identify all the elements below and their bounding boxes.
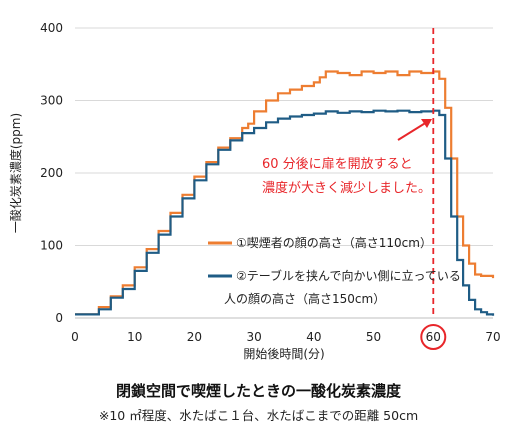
caption-title: 閉鎖空間で喫煙したときの一酸化炭素濃度 <box>115 382 401 400</box>
x-tick-label: 40 <box>306 330 321 344</box>
x-tick-label: 0 <box>71 330 79 344</box>
series-lines <box>75 70 495 316</box>
axes: 0 100 200 300 400 0 10 20 30 40 50 60 70 開始後時間(分) 一酸化炭… <box>8 21 501 361</box>
legend: ①喫煙者の顔の高さ（高さ110cm） ②テーブルを挟んで向かい側に立っている人の顔… <box>208 235 461 306</box>
x-tick-label: 10 <box>127 330 142 344</box>
annotation-line-1: 60 分後に扉を開放すると <box>262 156 413 172</box>
y-axis-title: 一酸化炭素濃度(ppm) <box>8 113 23 233</box>
tick-60-circle <box>420 324 447 350</box>
y-tick-label: 300 <box>40 94 63 108</box>
y-tick-label: 0 <box>55 311 63 325</box>
caption-subtitle: ※10 ㎡程度、水たばこ１台、水たばこまでの距離 50cm <box>98 408 419 423</box>
legend-label-2: ②テーブルを挟んで向かい側に立っている <box>236 268 461 283</box>
x-tick-label: 30 <box>247 330 262 344</box>
y-tick-label: 100 <box>40 239 63 253</box>
x-tick-label: 20 <box>187 330 202 344</box>
annotation-arrow-shaft <box>397 121 428 141</box>
y-tick-label: 200 <box>40 166 63 180</box>
series-line-2 <box>75 109 495 316</box>
annotation-arrow-head <box>421 119 432 128</box>
legend-label-2-line2: 人の顔の高さ（高さ150cm） <box>224 291 385 306</box>
x-tick-label: 50 <box>366 330 381 344</box>
x-tick-label: 60 <box>426 330 441 344</box>
y-tick-label: 400 <box>40 21 63 35</box>
x-tick-label: 70 <box>485 330 500 344</box>
x-axis-title: 開始後時間(分) <box>243 347 324 361</box>
door-open-marker <box>420 28 447 350</box>
annotation-line-2: 濃度が大きく減少しました。 <box>262 180 431 196</box>
legend-label-1: ①喫煙者の顔の高さ（高さ110cm） <box>236 235 432 250</box>
chart: 0 100 200 300 400 0 10 20 30 40 50 60 70 開始後時間(分) 一酸化炭… <box>8 21 501 361</box>
